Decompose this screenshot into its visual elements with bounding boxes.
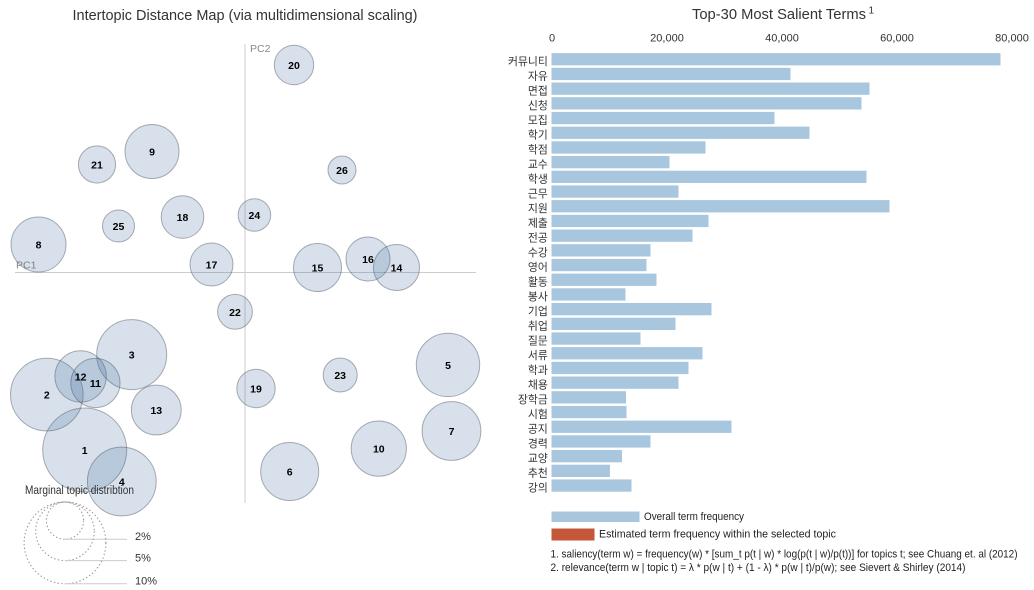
svg-text:22: 22: [229, 307, 241, 319]
svg-text:2. relevance(term w | topic t): 2. relevance(term w | topic t) = λ * p(w…: [551, 562, 966, 574]
svg-text:25: 25: [113, 221, 125, 233]
svg-text:1. saliency(term w) = frequenc: 1. saliency(term w) = frequency(w) * [su…: [551, 549, 1018, 561]
svg-text:Top-30 Most Salient Terms: Top-30 Most Salient Terms: [692, 6, 866, 23]
svg-text:PC2: PC2: [250, 43, 271, 55]
svg-text:9: 9: [149, 147, 155, 159]
svg-text:10%: 10%: [135, 576, 157, 585]
svg-text:2%: 2%: [135, 531, 151, 543]
svg-text:Overall term frequency: Overall term frequency: [644, 511, 744, 523]
svg-text:18: 18: [177, 212, 189, 224]
svg-text:11: 11: [90, 378, 101, 390]
svg-text:1: 1: [869, 5, 875, 16]
svg-text:6: 6: [287, 467, 293, 479]
svg-text:4: 4: [119, 477, 125, 489]
svg-text:12: 12: [75, 371, 87, 383]
svg-text:PC1: PC1: [16, 260, 37, 272]
svg-text:19: 19: [250, 384, 262, 396]
svg-text:15: 15: [312, 263, 324, 275]
svg-text:10: 10: [373, 444, 385, 456]
svg-text:20,000: 20,000: [650, 32, 684, 44]
svg-text:23: 23: [334, 370, 346, 382]
svg-text:24: 24: [249, 210, 261, 222]
svg-text:17: 17: [206, 260, 218, 272]
svg-text:80,000: 80,000: [995, 32, 1029, 44]
svg-text:60,000: 60,000: [880, 32, 914, 44]
svg-text:20: 20: [288, 60, 300, 72]
svg-text:1: 1: [82, 445, 88, 457]
svg-text:40,000: 40,000: [765, 32, 799, 44]
svg-text:26: 26: [336, 165, 348, 177]
svg-text:Marginal topic distribtion: Marginal topic distribtion: [25, 485, 134, 497]
svg-text:8: 8: [36, 240, 42, 252]
svg-text:16: 16: [362, 254, 374, 266]
svg-text:21: 21: [91, 160, 103, 172]
svg-text:14: 14: [391, 263, 403, 275]
svg-text:5%: 5%: [135, 553, 151, 565]
svg-text:Estimated term frequency withi: Estimated term frequency within the sele…: [599, 529, 836, 541]
svg-text:7: 7: [449, 426, 455, 438]
svg-text:3: 3: [129, 350, 135, 362]
svg-text:Intertopic Distance Map (via m: Intertopic Distance Map (via multidimens…: [73, 7, 418, 24]
svg-text:0: 0: [549, 32, 555, 44]
svg-text:5: 5: [445, 360, 451, 372]
svg-text:2: 2: [44, 390, 50, 402]
svg-text:13: 13: [150, 405, 162, 417]
